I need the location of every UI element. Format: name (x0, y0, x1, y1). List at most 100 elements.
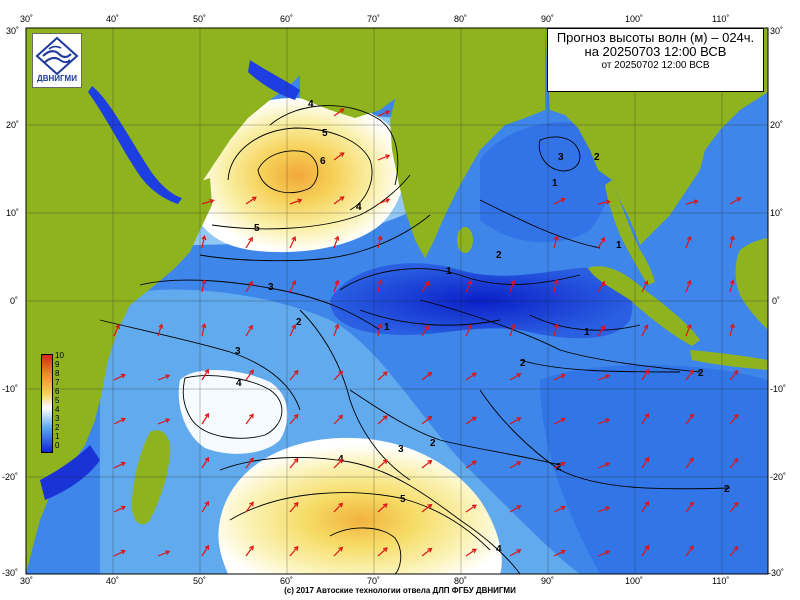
contour-label: 4 (356, 202, 362, 213)
wave-arrow (377, 371, 388, 381)
contour-label: 3 (558, 152, 564, 163)
wave-arrow-head (334, 279, 340, 285)
wave-arrow-head (553, 279, 559, 285)
wave-max-arabian-sea (191, 98, 406, 253)
wave-arrow-head (516, 461, 522, 466)
wave-arrow (245, 325, 253, 337)
wave-arrow-head (516, 373, 522, 378)
legend-label: 6 (55, 387, 60, 396)
legend-label: 0 (55, 441, 60, 450)
lat-label: -10˚ (2, 384, 18, 394)
wave-arrow-head (427, 459, 433, 465)
wave-arrow-head (204, 412, 210, 418)
contour-label: 1 (384, 322, 390, 333)
land-sri-lanka (457, 227, 473, 253)
wave-arrow (641, 369, 649, 381)
wave-arrow (201, 199, 214, 205)
lat-label: -30˚ (768, 568, 784, 578)
contour-label: 5 (400, 494, 406, 505)
legend-color-bar (41, 354, 53, 453)
wave-arrow (465, 372, 477, 381)
wave-arrow-head (338, 414, 344, 420)
wave-arrow-head (467, 324, 473, 330)
wave-arrow (421, 325, 429, 337)
wave-arrow-head (120, 417, 126, 423)
wave-arrow (245, 237, 253, 249)
wave-arrow (729, 546, 739, 557)
wave-arrow (157, 550, 170, 557)
contour-label: 2 (296, 317, 302, 328)
wave-arrow-head (600, 280, 606, 286)
lon-label: 80˚ (454, 576, 467, 586)
lon-label: 50˚ (193, 576, 206, 586)
wave-arrow (465, 504, 477, 513)
contour-label: 5 (254, 223, 260, 234)
wave-arrow-head (165, 418, 171, 424)
lon-label: 60˚ (280, 14, 293, 24)
wave-arrow-head (689, 369, 694, 375)
contour-label: 4 (308, 99, 314, 110)
wave-arrow (377, 547, 388, 557)
wave-direction-arrows (113, 108, 742, 557)
wave-arrow-head (471, 460, 477, 466)
wave-arrow-head (251, 196, 257, 202)
wave-arrow (113, 324, 120, 337)
wave-arrow-head (115, 323, 120, 330)
wave-arrow-head (249, 545, 254, 551)
wave-arrow-head (729, 279, 735, 285)
wave-arrow (641, 325, 648, 337)
wave-arrow (201, 280, 206, 293)
wave-arrow (641, 281, 648, 293)
wave-arrow-head (291, 280, 297, 286)
contour-label: 2 (594, 152, 600, 163)
contour-label: 3 (268, 282, 274, 293)
wave-arrow (465, 416, 477, 425)
wave-arrow-head (291, 236, 297, 242)
wave-arrow-head (560, 197, 566, 203)
contour-lines (99, 105, 731, 575)
wave-arrow (465, 460, 477, 469)
wave-arrow (201, 324, 206, 337)
wave-arrow (685, 280, 691, 293)
wave-arrow-head (644, 412, 650, 418)
wave-arrow-head (382, 503, 388, 508)
wave-arrow (113, 374, 126, 381)
wave-arrow (289, 324, 296, 337)
wave-arrow-head (686, 323, 692, 329)
contour-label: 1 (616, 240, 622, 251)
wave-emblem-icon (35, 36, 79, 76)
lon-label: 110˚ (712, 14, 729, 24)
wave-arrow (553, 324, 558, 337)
wave-arrow (377, 280, 382, 293)
wave-arrow (157, 418, 170, 425)
lon-label: 50˚ (193, 14, 206, 24)
land-sumatra (588, 266, 700, 346)
wave-arrow (333, 502, 343, 513)
wave-arrow-head (733, 369, 739, 375)
wave-height-legend: 10 9 8 7 6 5 4 3 2 1 0 (41, 352, 71, 454)
wave-arrow-head (644, 368, 650, 374)
wave-arrow-head (424, 324, 430, 330)
wave-arrow (729, 197, 741, 205)
wave-arrow-head (516, 505, 522, 510)
wave-arrow-head (733, 545, 739, 551)
wave-arrow (245, 457, 254, 469)
wave-arrow-head (248, 280, 253, 286)
contour-label: 2 (496, 250, 502, 261)
land-malay-peninsula (605, 180, 655, 285)
logo-text: ДВНИГМИ (37, 74, 77, 83)
wave-arrow (377, 110, 390, 117)
wave-arrow (597, 374, 610, 381)
wave-arrow (509, 505, 521, 513)
wave-arrow (641, 545, 649, 557)
wave-arrow-head (605, 199, 611, 205)
wave-arrow-head (297, 198, 303, 204)
wave-arrow (289, 370, 299, 381)
wave-arrow (685, 545, 694, 557)
wave-arrow (553, 418, 566, 425)
wave-arrow (377, 324, 382, 337)
wave-arrow-head (471, 548, 477, 554)
wave-arrow-head (339, 152, 345, 157)
wave-arrow (113, 506, 126, 513)
wave-arrow (333, 458, 343, 469)
